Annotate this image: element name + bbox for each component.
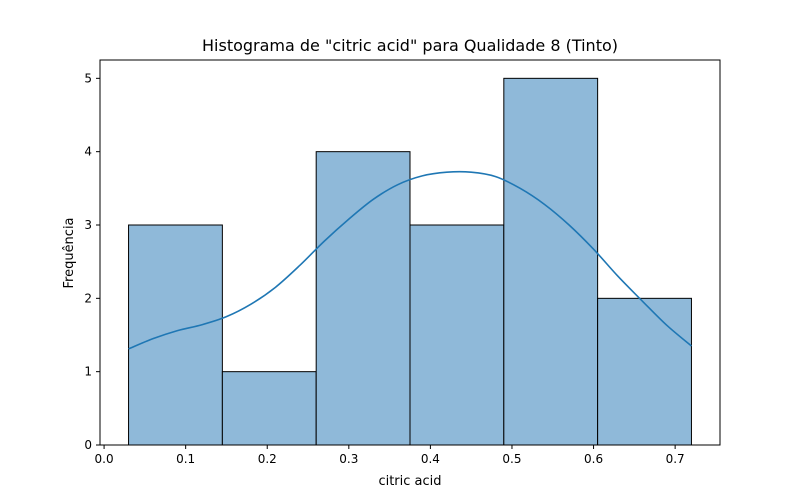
x-tick-label: 0.0 [95, 452, 114, 466]
histogram-bar [315, 151, 411, 446]
y-tick-label: 5 [84, 71, 92, 85]
x-tick-label: 0.1 [176, 452, 195, 466]
y-tick-label: 4 [84, 145, 92, 159]
y-tick-label: 2 [84, 291, 92, 305]
x-tick-label: 0.4 [421, 452, 440, 466]
plot-frame [99, 59, 721, 446]
x-tick-label: 0.3 [339, 452, 358, 466]
x-tick-label: 0.2 [258, 452, 277, 466]
histogram-bar [503, 77, 599, 446]
bars-group [128, 77, 692, 446]
histogram-bar [128, 224, 223, 446]
histogram-bar [597, 297, 692, 446]
y-tick-label: 1 [84, 365, 92, 379]
x-tick-label: 0.7 [666, 452, 685, 466]
y-axis-ticks: 0 1 2 3 4 5 [84, 71, 100, 452]
x-tick-label: 0.5 [502, 452, 521, 466]
x-axis-label: citric acid [378, 474, 441, 489]
kde-line [128, 170, 692, 350]
x-axis-ticks: 0.0 0.1 0.2 0.3 0.4 0.5 0.6 0.7 [95, 445, 685, 466]
histogram-bar [221, 371, 317, 446]
x-tick-label: 0.6 [584, 452, 603, 466]
histogram-bar [409, 224, 505, 446]
y-tick-label: 3 [84, 218, 92, 232]
y-axis-label: Frequência [62, 217, 77, 288]
chart-title: Histograma de "citric acid" para Qualida… [202, 36, 618, 55]
y-tick-label: 0 [84, 438, 92, 452]
kde-group [128, 170, 692, 350]
